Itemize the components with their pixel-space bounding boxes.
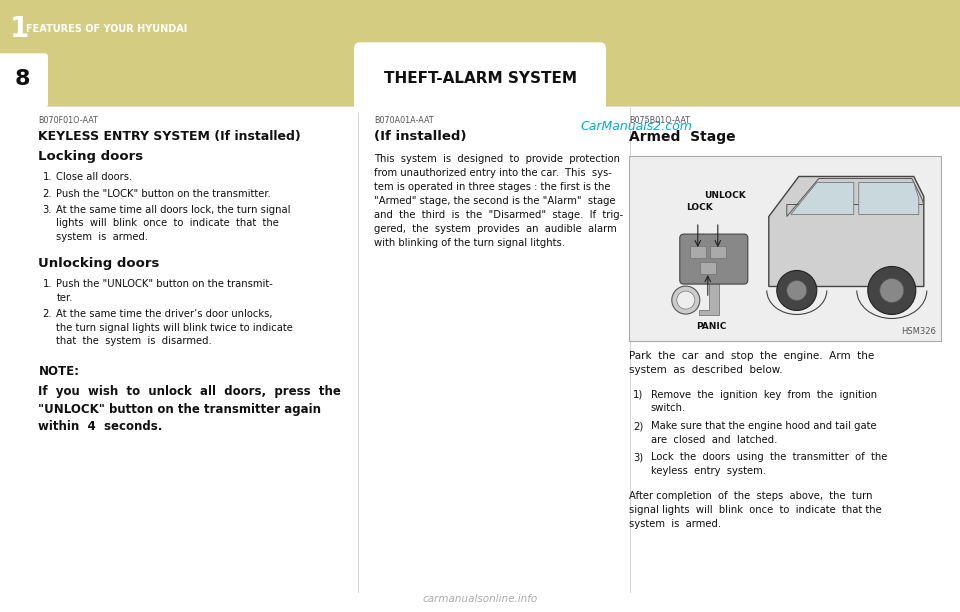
Circle shape xyxy=(777,271,817,310)
Text: 1): 1) xyxy=(633,390,643,400)
Text: 3): 3) xyxy=(633,452,643,462)
Text: 3.: 3. xyxy=(42,204,52,215)
Text: 2.: 2. xyxy=(42,188,52,198)
Text: Make sure that the engine hood and tail gate
are  closed  and  latched.: Make sure that the engine hood and tail … xyxy=(651,421,876,445)
Text: (If installed): (If installed) xyxy=(374,130,467,143)
Text: This  system  is  designed  to  provide  protection
from unauthorized entry into: This system is designed to provide prote… xyxy=(374,154,624,248)
Text: Armed  Stage: Armed Stage xyxy=(629,130,735,144)
Text: UNLOCK: UNLOCK xyxy=(704,191,746,200)
Circle shape xyxy=(672,286,700,314)
Polygon shape xyxy=(699,278,719,315)
Text: Push the "LOCK" button on the transmitter.: Push the "LOCK" button on the transmitte… xyxy=(57,188,272,198)
Bar xyxy=(0,56,960,106)
Text: At the same time all doors lock, the turn signal
lights  will  blink  once  to  : At the same time all doors lock, the tur… xyxy=(57,204,291,242)
Text: Push the "UNLOCK" button on the transmit-
ter.: Push the "UNLOCK" button on the transmit… xyxy=(57,279,274,302)
Text: FEATURES OF YOUR HYUNDAI: FEATURES OF YOUR HYUNDAI xyxy=(26,24,187,34)
Text: CarManuals2.com: CarManuals2.com xyxy=(580,121,692,133)
Polygon shape xyxy=(787,179,924,217)
Bar xyxy=(690,246,706,258)
Text: KEYLESS ENTRY SYSTEM (If installed): KEYLESS ENTRY SYSTEM (If installed) xyxy=(38,130,301,143)
Text: Remove  the  ignition  key  from  the  ignition
switch.: Remove the ignition key from the ignitio… xyxy=(651,390,876,414)
Text: Park  the  car  and  stop  the  engine.  Arm  the
system  as  described  below.: Park the car and stop the engine. Arm th… xyxy=(629,351,874,376)
Text: LOCK: LOCK xyxy=(685,203,712,212)
Text: HSM326: HSM326 xyxy=(900,327,936,337)
Text: Locking doors: Locking doors xyxy=(38,151,144,163)
Text: PANIC: PANIC xyxy=(696,322,726,331)
Polygon shape xyxy=(859,182,919,214)
Text: B075B01O-AAT: B075B01O-AAT xyxy=(629,116,690,125)
FancyBboxPatch shape xyxy=(680,234,748,284)
Text: Lock  the  doors  using  the  transmitter  of  the
keyless  entry  system.: Lock the doors using the transmitter of … xyxy=(651,452,887,476)
Text: 2): 2) xyxy=(633,421,643,431)
Text: B070F01O-AAT: B070F01O-AAT xyxy=(38,116,98,125)
Text: At the same time the driver’s door unlocks,
the turn signal lights will blink tw: At the same time the driver’s door unloc… xyxy=(57,309,293,346)
Text: After completion  of  the  steps  above,  the  turn
signal lights  will  blink  : After completion of the steps above, the… xyxy=(629,491,881,529)
Bar xyxy=(629,157,941,341)
Text: NOTE:: NOTE: xyxy=(38,365,80,378)
Text: 1.: 1. xyxy=(42,279,52,289)
Circle shape xyxy=(787,280,806,300)
Circle shape xyxy=(879,278,903,302)
Text: 2.: 2. xyxy=(42,309,52,319)
Text: carmanualsonline.info: carmanualsonline.info xyxy=(422,594,538,604)
Bar xyxy=(709,246,726,258)
Text: Unlocking doors: Unlocking doors xyxy=(38,257,159,270)
Text: 1: 1 xyxy=(10,15,29,43)
Text: B070A01A-AAT: B070A01A-AAT xyxy=(374,116,434,125)
Text: 8: 8 xyxy=(15,69,31,89)
Text: 1.: 1. xyxy=(42,173,52,182)
Circle shape xyxy=(868,266,916,315)
Bar xyxy=(0,0,960,56)
FancyBboxPatch shape xyxy=(0,53,48,108)
Text: If  you  wish  to  unlock  all  doors,  press  the
"UNLOCK" button on the transm: If you wish to unlock all doors, press t… xyxy=(38,386,341,433)
Polygon shape xyxy=(769,176,924,286)
Polygon shape xyxy=(791,182,853,214)
Text: Close all doors.: Close all doors. xyxy=(57,173,132,182)
FancyBboxPatch shape xyxy=(354,42,606,113)
Circle shape xyxy=(677,291,695,309)
Bar xyxy=(700,262,716,274)
Text: THEFT-ALARM SYSTEM: THEFT-ALARM SYSTEM xyxy=(383,72,577,86)
